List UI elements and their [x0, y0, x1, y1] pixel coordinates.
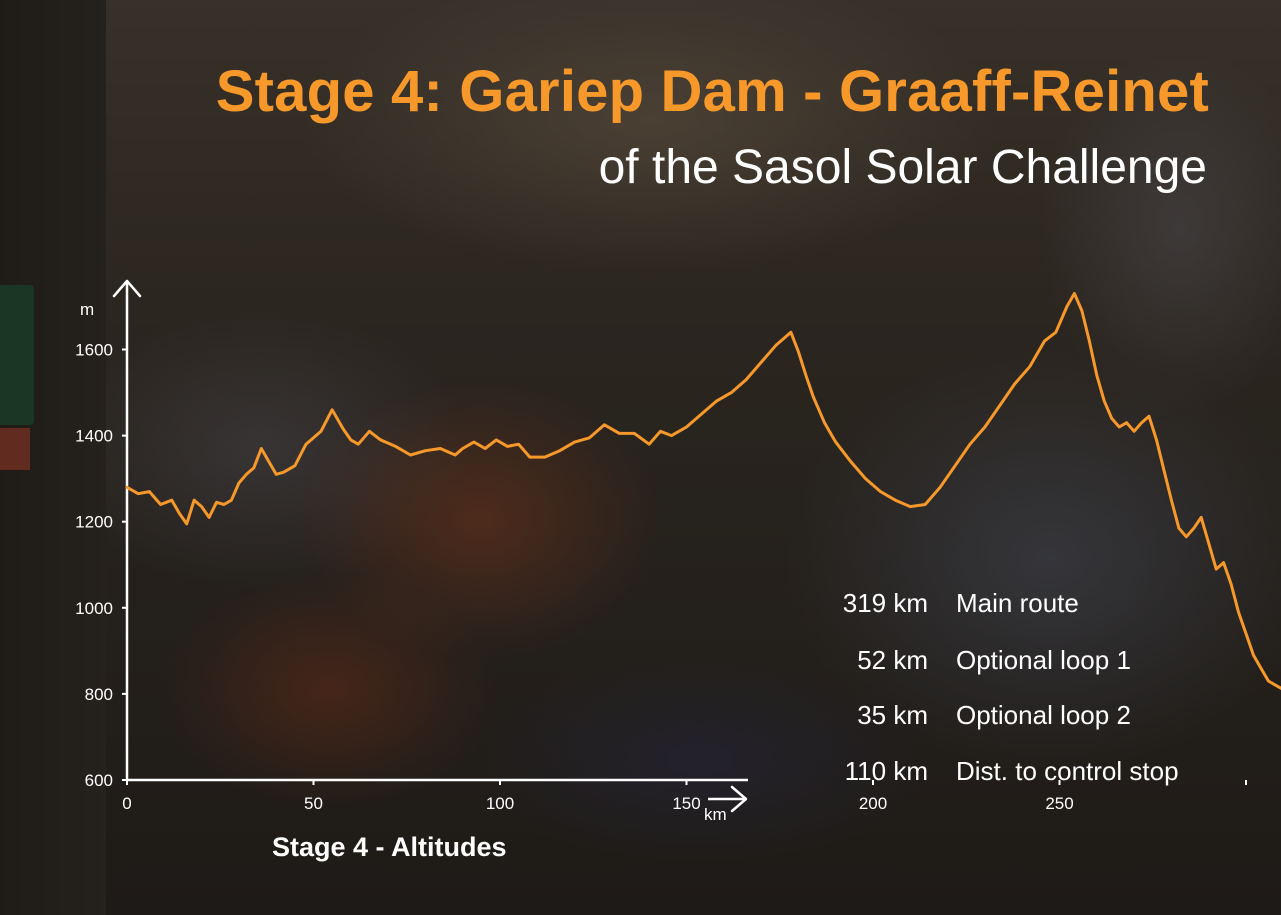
road-sign-shape-red [0, 428, 30, 470]
x-axis-unit: km [704, 805, 727, 824]
page-subtitle: of the Sasol Solar Challenge [598, 141, 1207, 194]
stat-distance: 35 km [857, 700, 928, 730]
x-tick-label: 0 [122, 794, 131, 813]
y-axis-unit: m [80, 300, 94, 319]
chart-ticks: 600 800 1000 1200 1400 1600 0 50 100 150 200 250 [75, 341, 1247, 813]
stat-label: Dist. to control stop [956, 756, 1179, 786]
x-tick-label: 250 [1045, 794, 1073, 813]
x-tick-label: 200 [859, 794, 887, 813]
x-tick-label: 100 [486, 794, 514, 813]
stat-label: Optional loop 1 [956, 645, 1131, 675]
y-tick-label: 800 [85, 685, 113, 704]
y-tick-label: 600 [85, 771, 113, 790]
stat-distance: 319 km [842, 588, 928, 618]
stat-distance: 52 km [857, 645, 928, 675]
x-tick-label: 150 [672, 794, 700, 813]
x-axis-arrow [730, 785, 748, 813]
stat-distance: 110 km [844, 756, 928, 786]
stat-label: Optional loop 2 [956, 700, 1131, 730]
y-tick-label: 1200 [75, 513, 113, 532]
road-sign-shape [0, 285, 34, 425]
y-tick-label: 1600 [75, 341, 113, 360]
chart-series [125, 292, 1281, 691]
x-tick-label: 50 [304, 794, 323, 813]
y-tick-label: 1000 [75, 599, 113, 618]
stat-label: Main route [956, 588, 1079, 618]
chart-caption: Stage 4 - Altitudes [272, 832, 507, 862]
y-axis-arrow [112, 279, 142, 298]
chart-axes [112, 279, 748, 813]
y-tick-label: 1400 [75, 427, 113, 446]
altitude-line [125, 292, 1281, 691]
page-title: Stage 4: Gariep Dam - Graaff-Reinet [215, 59, 1209, 124]
